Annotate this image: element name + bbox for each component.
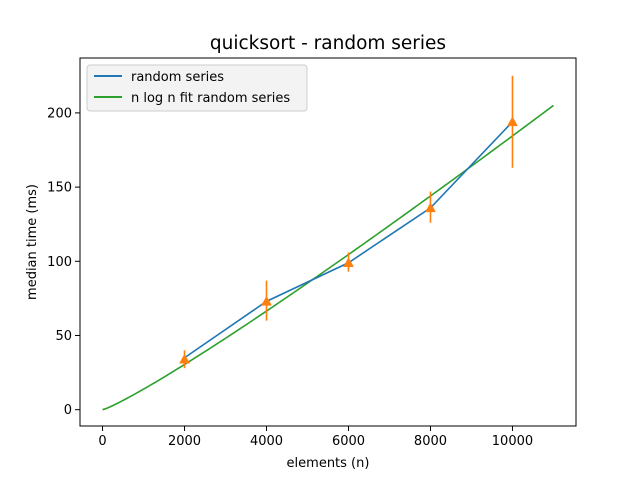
x-tick-label: 6000 <box>332 434 365 449</box>
legend-label-random-series: random series <box>131 70 224 85</box>
data-point-marker <box>425 202 436 213</box>
y-tick-label: 50 <box>55 329 72 344</box>
axes-frame <box>79 57 577 427</box>
x-tick-label: 2000 <box>168 434 201 449</box>
x-tick-label: 10000 <box>492 434 533 449</box>
y-axis: 0 50 100 150 200 <box>47 106 80 418</box>
legend-box <box>86 64 308 112</box>
series-line-nlogn-fit <box>102 104 554 411</box>
data-point-marker <box>507 116 518 127</box>
plot-area <box>102 75 554 411</box>
legend-label-nlogn-fit: n log n fit random series <box>131 91 290 106</box>
legend: random series n log n fit random series <box>86 64 308 112</box>
x-tick-label: 4000 <box>250 434 283 449</box>
data-point-marker <box>179 353 190 364</box>
x-axis-label: elements (n) <box>287 456 370 471</box>
y-tick-label: 200 <box>47 106 72 121</box>
y-tick-label: 0 <box>64 403 72 418</box>
data-point-marker <box>261 295 272 306</box>
x-tick-label: 0 <box>98 434 106 449</box>
x-axis: 0 2000 4000 6000 8000 10000 <box>98 426 533 449</box>
y-tick-label: 150 <box>47 181 72 196</box>
y-axis-label: median time (ms) <box>25 184 40 300</box>
x-tick-label: 8000 <box>414 434 447 449</box>
chart-title: quicksort - random series <box>210 33 446 54</box>
data-point-marker <box>343 257 354 268</box>
y-tick-label: 100 <box>47 255 72 270</box>
